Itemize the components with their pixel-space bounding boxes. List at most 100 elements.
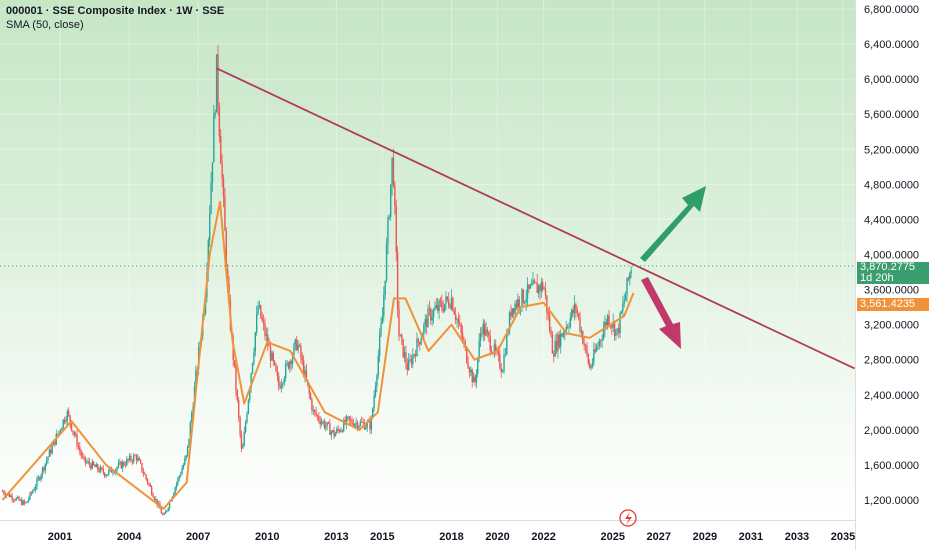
x-tick-label: 2031 (739, 531, 763, 543)
candle-body (565, 326, 567, 332)
candle-body (336, 428, 338, 434)
candle-body (500, 368, 502, 373)
candle-body (181, 468, 183, 475)
candle-body (482, 323, 484, 334)
candle-body (298, 344, 301, 346)
candle-body (211, 162, 214, 183)
candle-body (613, 321, 616, 337)
candle-body (62, 419, 64, 429)
candle-body (32, 490, 34, 494)
candle-body (43, 467, 45, 471)
candle-body (27, 498, 30, 502)
candle-body (472, 376, 475, 383)
time-axis[interactable] (0, 520, 855, 551)
candle-body (504, 354, 507, 356)
candle-body (373, 395, 375, 409)
candle-body (395, 206, 397, 253)
candle-body (3, 491, 5, 494)
candle-body (312, 409, 315, 411)
candle-body (398, 308, 400, 337)
candle-body (249, 388, 251, 400)
x-tick-label: 2029 (693, 531, 717, 543)
candle-body (326, 422, 328, 426)
symbol-title[interactable]: 000001 · SSE Composite Index · 1W · SSE (6, 5, 225, 17)
candle-body (132, 455, 135, 462)
indicator-label[interactable]: SMA (50, close) (6, 19, 84, 31)
candle-body (569, 317, 572, 327)
candle-body (453, 310, 455, 315)
candle-body (12, 499, 15, 501)
candle-body (221, 163, 223, 179)
candle-body (41, 467, 44, 476)
candle-body (258, 305, 261, 308)
x-tick-label: 2033 (785, 531, 809, 543)
candle-body (174, 487, 176, 494)
candle-body (162, 513, 164, 515)
candle-body (254, 332, 256, 352)
candle-body (152, 494, 154, 498)
candle-body (40, 475, 42, 480)
candle-body (144, 473, 146, 475)
candle-body (354, 424, 356, 427)
candle-body (213, 114, 215, 163)
candle-body (510, 312, 512, 317)
candle-body (600, 340, 602, 342)
candle-body (66, 410, 69, 421)
candle-body (168, 501, 171, 508)
candle-body (590, 366, 592, 369)
candle-body (562, 332, 565, 337)
candle-body (149, 484, 151, 487)
candle-body (10, 495, 12, 497)
candle-body (220, 136, 222, 164)
candle-body (351, 419, 353, 424)
candle-body (102, 468, 104, 473)
candle-body (349, 419, 352, 421)
candle-body (184, 458, 186, 465)
candle-body (605, 321, 607, 325)
candle-body (488, 332, 490, 337)
y-tick-label: 5,200.0000 (864, 144, 919, 156)
candle-body (340, 430, 342, 432)
y-tick-label: 6,800.0000 (864, 4, 919, 16)
candle-body (468, 368, 471, 373)
candle-body (388, 216, 391, 218)
candle-body (471, 369, 473, 383)
candle-body (29, 492, 31, 499)
bar-countdown: 1d 20h (860, 272, 894, 284)
candle-body (454, 314, 457, 320)
candle-body (370, 417, 373, 430)
candle-body (130, 455, 132, 461)
candle-body (629, 273, 631, 280)
candle-body (550, 330, 552, 335)
candle-body (583, 343, 585, 346)
candle-body (623, 300, 625, 304)
candle-body (243, 431, 245, 446)
candle-body (604, 321, 606, 330)
candle-body (323, 421, 326, 428)
candle-body (584, 345, 587, 346)
candle-body (528, 284, 530, 289)
candle-body (65, 420, 67, 423)
candle-body (557, 334, 559, 352)
candle-body (51, 445, 53, 454)
candle-body (19, 499, 22, 501)
y-tick-label: 2,400.0000 (864, 390, 919, 402)
candle-body (369, 420, 371, 430)
candle-body (558, 334, 560, 347)
y-tick-label: 4,000.0000 (864, 250, 919, 262)
chart-plot-area[interactable] (0, 0, 855, 520)
candle-body (522, 289, 525, 303)
candle-body (352, 423, 355, 427)
candle-body (210, 182, 212, 214)
y-tick-label: 6,000.0000 (864, 74, 919, 86)
candle-body (289, 361, 291, 369)
candle-body (90, 464, 92, 469)
y-tick-label: 1,600.0000 (864, 460, 919, 472)
candle-body (466, 346, 468, 363)
x-tick-label: 2020 (485, 531, 509, 543)
candle-body (378, 335, 381, 356)
candle-body (343, 420, 345, 432)
candle-body (79, 446, 81, 452)
candle-body (450, 297, 453, 309)
candle-body (208, 213, 211, 241)
